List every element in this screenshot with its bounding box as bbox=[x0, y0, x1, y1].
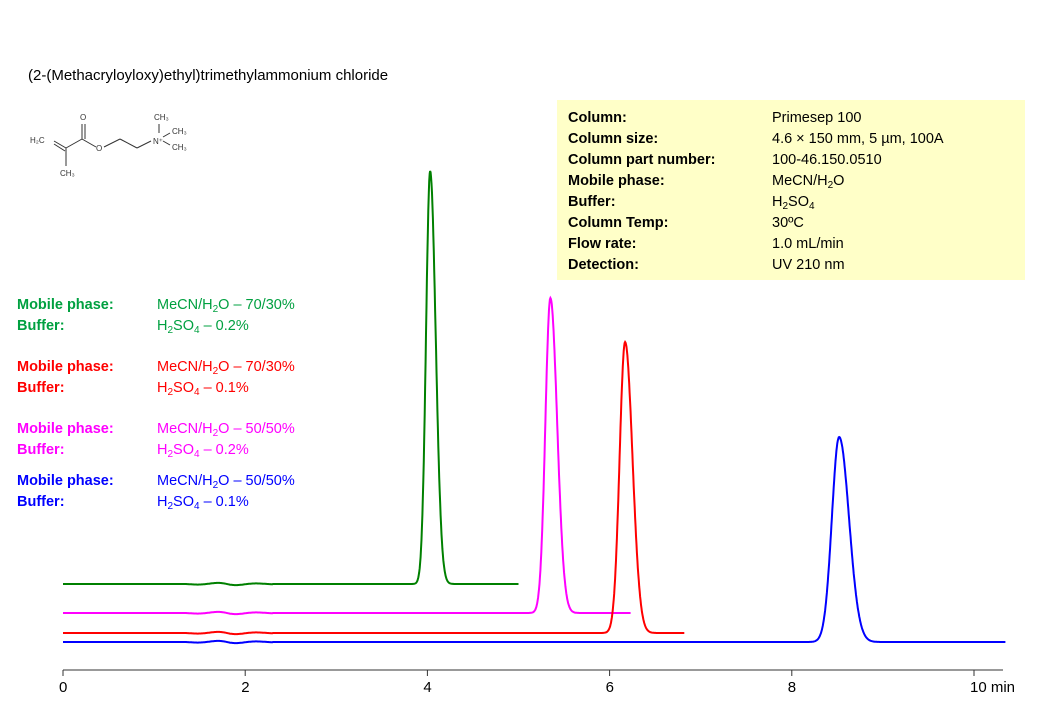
x-tick-label: 8 bbox=[788, 679, 796, 696]
info-value: Primesep 100 bbox=[772, 110, 862, 126]
svg-text:CH₃: CH₃ bbox=[154, 113, 169, 122]
svg-text:H₂C: H₂C bbox=[30, 136, 45, 145]
legend-mobile-label: Mobile phase: bbox=[17, 473, 114, 489]
svg-text:N⁺: N⁺ bbox=[153, 137, 163, 146]
legend-mobile-value: MeCN/H2O – 70/30% bbox=[157, 297, 295, 315]
info-label: Column part number: bbox=[568, 152, 716, 168]
svg-text:CH₃: CH₃ bbox=[60, 169, 75, 178]
legend-mobile-label: Mobile phase: bbox=[17, 359, 114, 375]
info-label: Detection: bbox=[568, 257, 639, 273]
info-value: 4.6 × 150 mm, 5 µm, 100A bbox=[772, 131, 944, 147]
info-label: Column: bbox=[568, 110, 627, 126]
legend-buffer-label: Buffer: bbox=[17, 494, 65, 510]
info-value: UV 210 nm bbox=[772, 257, 845, 273]
compound-title: (2-(Methacryloyloxy)ethyl)trimethylammon… bbox=[28, 67, 389, 84]
info-value: 30ºC bbox=[772, 215, 804, 231]
legend-buffer-value: H2SO4 – 0.1% bbox=[157, 494, 249, 512]
chromatogram-traces bbox=[63, 170, 1006, 645]
svg-text:O: O bbox=[80, 113, 86, 122]
x-tick-label: 6 bbox=[606, 679, 614, 696]
legend-buffer-value: H2SO4 – 0.1% bbox=[157, 380, 249, 398]
legend-buffer-value: H2SO4 – 0.2% bbox=[157, 442, 249, 460]
svg-text:CH₃: CH₃ bbox=[172, 127, 187, 136]
trace-line bbox=[63, 170, 519, 587]
info-value: MeCN/H2O bbox=[772, 173, 845, 191]
x-tick-label: 0 bbox=[59, 679, 67, 696]
legend-mobile-value: MeCN/H2O – 50/50% bbox=[157, 421, 295, 439]
svg-text:O: O bbox=[96, 144, 102, 153]
info-value: 1.0 mL/min bbox=[772, 236, 844, 252]
x-tick-label: 10 min bbox=[970, 679, 1015, 696]
legend-buffer-label: Buffer: bbox=[17, 318, 65, 334]
info-label: Buffer: bbox=[568, 194, 616, 210]
x-tick-label: 2 bbox=[241, 679, 249, 696]
info-label: Column size: bbox=[568, 131, 659, 147]
x-axis: 0 2 4 6 8 10 min bbox=[59, 669, 1015, 696]
svg-text:CH₃: CH₃ bbox=[172, 143, 187, 152]
trace-line bbox=[63, 295, 631, 616]
info-label: Mobile phase: bbox=[568, 173, 665, 189]
info-value: 100-46.150.0510 bbox=[772, 152, 882, 168]
legend-mobile-label: Mobile phase: bbox=[17, 297, 114, 313]
method-info-box: Column: Primesep 100 Column size: 4.6 × … bbox=[557, 100, 1025, 280]
legend-mobile-label: Mobile phase: bbox=[17, 421, 114, 437]
x-tick-label: 4 bbox=[423, 679, 431, 696]
legend-buffer-label: Buffer: bbox=[17, 442, 65, 458]
trace-line bbox=[63, 435, 1006, 645]
info-label: Flow rate: bbox=[568, 236, 637, 252]
chemical-structure-icon: H₂C CH₃ O O N⁺ CH₃ CH₃ CH₃ bbox=[30, 113, 187, 178]
trace-line bbox=[63, 340, 685, 636]
info-value: H2SO4 bbox=[772, 194, 815, 212]
legend-buffer-value: H2SO4 – 0.2% bbox=[157, 318, 249, 336]
legend-mobile-value: MeCN/H2O – 50/50% bbox=[157, 473, 295, 491]
legend-buffer-label: Buffer: bbox=[17, 380, 65, 396]
info-label: Column Temp: bbox=[568, 215, 669, 231]
legend-mobile-value: MeCN/H2O – 70/30% bbox=[157, 359, 295, 377]
